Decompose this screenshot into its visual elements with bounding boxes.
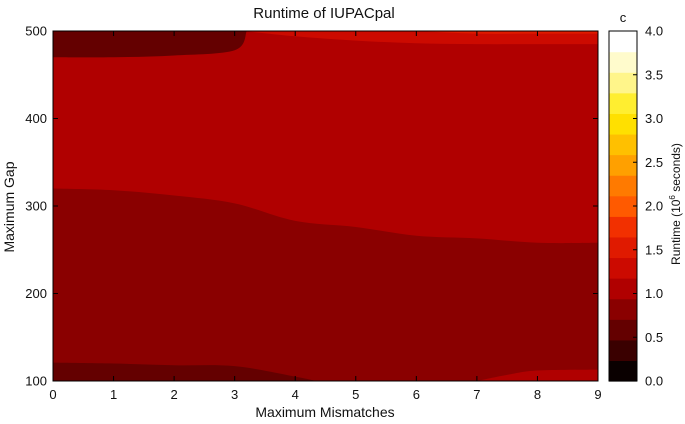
colorbar-swatch: [609, 278, 637, 300]
y-tick-label: 200: [25, 286, 47, 301]
colorbar-swatch: [609, 195, 637, 217]
colorbar-swatch: [609, 216, 637, 238]
y-tick-label: 400: [25, 111, 47, 126]
colorbar: 0.0 0.5 1.0 1.5 2.0 2.5 3.0 3.5 4.0: [608, 24, 663, 389]
colorbar-label-suffix: seconds): [669, 143, 683, 195]
colorbar-tick-label: 1.0: [645, 286, 663, 301]
chart-title: Runtime of IUPACpal: [253, 5, 394, 22]
colorbar-swatch: [609, 360, 637, 382]
colorbar-swatch: [609, 339, 637, 362]
y-axis-label: Maximum Gap: [1, 161, 17, 252]
colorbar-swatch: [609, 113, 637, 135]
colorbar-label-prefix: Runtime (10: [669, 199, 683, 265]
colorbar-swatch: [609, 154, 637, 176]
colorbar-tick-label: 4.0: [645, 24, 663, 39]
heatmap-region-bottom-right: [476, 369, 598, 381]
colorbar-tick-label: 1.5: [645, 242, 663, 257]
colorbar-swatch: [609, 319, 637, 341]
x-tick-label: 4: [292, 387, 299, 402]
axes: 0 1 2 3 4 5 6 7 8 9 100 200 300 400 500: [25, 24, 601, 403]
x-tick-label: 1: [110, 387, 117, 402]
x-tick-label: 9: [594, 387, 601, 402]
plot-area: [53, 31, 598, 381]
x-tick-label: 6: [413, 387, 420, 402]
x-tick-label: 3: [231, 387, 238, 402]
colorbar-label: Runtime (106 seconds): [668, 143, 683, 265]
colorbar-swatch: [609, 51, 637, 73]
heatmap-region-top-right-peak: [416, 31, 598, 34]
colorbar-swatch: [609, 31, 637, 53]
colorbar-tick-label: 0.5: [645, 330, 663, 345]
x-tick-label: 7: [473, 387, 480, 402]
colorbar-swatch: [609, 72, 637, 94]
y-tick-label: 100: [25, 374, 47, 389]
colorbar-corner-label: c: [620, 10, 627, 25]
colorbar-swatch: [609, 298, 637, 320]
x-tick-label: 8: [534, 387, 541, 402]
colorbar-swatch: [609, 236, 637, 259]
colorbar-label-exp: 6: [668, 195, 677, 200]
colorbar-tick-label: 0.0: [645, 374, 663, 389]
colorbar-tick-label: 2.5: [645, 155, 663, 170]
colorbar-swatch: [609, 175, 637, 197]
y-tick-label: 300: [25, 199, 47, 214]
colorbar-swatch: [609, 257, 637, 279]
y-tick-label: 500: [25, 24, 47, 39]
colorbar-swatch: [609, 133, 637, 156]
colorbar-swatch: [609, 92, 637, 114]
colorbar-tick-label: 2.0: [645, 199, 663, 214]
colorbar-tick-label: 3.5: [645, 67, 663, 82]
heatmap-region-lower-band: [53, 188, 598, 381]
heatmap-region-top-left: [53, 31, 247, 58]
x-axis-label: Maximum Mismatches: [255, 404, 394, 420]
x-tick-label: 5: [352, 387, 359, 402]
heatmap-region-bottom-left: [53, 362, 317, 381]
heatmap-region-top-right: [243, 31, 598, 45]
x-tick-label: 0: [49, 387, 56, 402]
colorbar-tick-label: 3.0: [645, 111, 663, 126]
x-tick-label: 2: [170, 387, 177, 402]
